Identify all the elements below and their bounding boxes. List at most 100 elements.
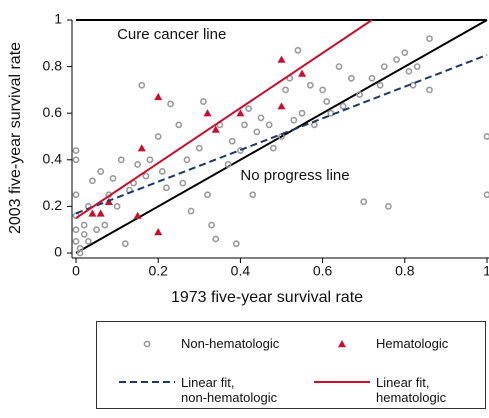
legend-label: Linear fit, non-hematologic [181, 375, 278, 405]
annotation: Cure cancer line [117, 26, 226, 43]
point [101, 221, 109, 229]
y-tick-label: 1 [54, 11, 62, 27]
point [339, 102, 347, 110]
point [241, 121, 248, 129]
point [306, 81, 314, 89]
legend-label: Non-hematologic [181, 336, 280, 351]
point [335, 63, 343, 70]
point [211, 125, 220, 133]
point [212, 235, 220, 243]
x-tick-label: 0.6 [313, 263, 333, 279]
legend-icon [143, 340, 151, 348]
point [224, 161, 232, 168]
point [146, 156, 154, 164]
x-tick-label: 1 [483, 263, 489, 279]
point [163, 184, 170, 192]
point [204, 191, 211, 199]
x-tick-label: 0 [72, 263, 80, 279]
point [72, 156, 80, 164]
y-tick-label: 0.8 [43, 57, 63, 73]
point [154, 228, 163, 236]
point [113, 202, 121, 210]
point [232, 240, 240, 248]
legend-label: Hematologic [376, 336, 449, 351]
point [257, 114, 265, 122]
x-axis-label: 1973 five-year survival rate [171, 289, 363, 306]
point [175, 121, 183, 129]
point [277, 55, 286, 63]
point [179, 179, 187, 187]
point [203, 109, 212, 117]
point [109, 175, 117, 182]
point [133, 211, 142, 219]
y-tick-label: 0.6 [43, 104, 63, 120]
point [245, 105, 253, 112]
legend-marker [338, 340, 346, 348]
point [195, 144, 203, 152]
point [80, 221, 88, 229]
point [72, 237, 80, 245]
y-tick-label: 0.2 [43, 197, 63, 213]
point [154, 133, 162, 140]
point [269, 144, 277, 152]
point [360, 198, 368, 206]
point [236, 109, 245, 117]
point [72, 191, 80, 199]
point [483, 133, 489, 140]
legend-icon [314, 381, 370, 383]
x-tick-label: 0.2 [148, 263, 168, 279]
point [282, 86, 290, 94]
point [138, 81, 146, 89]
legend-icon [119, 381, 175, 383]
point [368, 74, 376, 82]
legend-icon [338, 340, 346, 348]
point [208, 221, 216, 229]
point [347, 74, 355, 82]
y-axis-label: 2003 five-year survival rate [7, 42, 24, 234]
point [376, 81, 384, 89]
legend-marker [143, 340, 151, 348]
y-tick-label: 0.4 [43, 151, 63, 167]
point [154, 92, 163, 101]
point [96, 209, 105, 217]
point [249, 191, 257, 199]
point [413, 63, 421, 70]
point [405, 67, 413, 75]
point [393, 56, 400, 64]
point [89, 177, 96, 185]
annotation: No progress line [240, 167, 349, 184]
point [200, 98, 207, 105]
point [187, 207, 195, 215]
legend-label: Linear fit, hematologic [376, 375, 447, 405]
point [426, 35, 433, 43]
point [319, 86, 326, 94]
point [298, 109, 306, 117]
point [72, 147, 80, 154]
point [384, 202, 392, 210]
point [236, 147, 244, 154]
y-tick-label: 0 [54, 244, 62, 260]
reference-line [75, 19, 488, 254]
point [76, 249, 84, 257]
fit-line [75, 19, 373, 219]
point [323, 98, 331, 105]
point [117, 156, 125, 164]
point [380, 63, 388, 70]
point [290, 116, 298, 124]
point [84, 237, 92, 245]
point [137, 144, 146, 152]
point [121, 240, 129, 248]
point [327, 109, 335, 117]
point [298, 69, 307, 77]
point [483, 191, 489, 199]
point [158, 168, 166, 175]
point [356, 91, 363, 98]
point [167, 100, 174, 108]
point [228, 137, 236, 145]
point [93, 226, 100, 234]
point [88, 209, 97, 217]
legend: Non-hematologic Hematologic Linear fit, no… [96, 321, 486, 409]
point [265, 121, 273, 129]
